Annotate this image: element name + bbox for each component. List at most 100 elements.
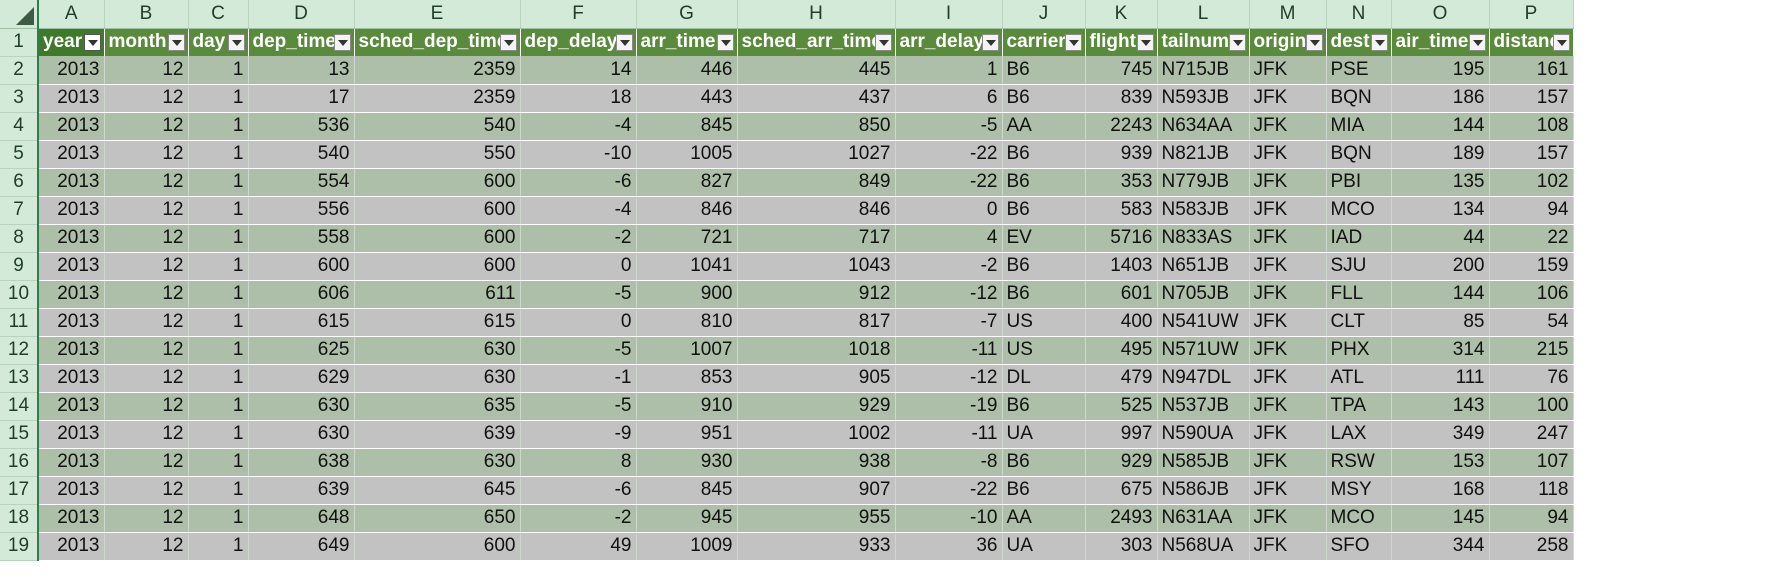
cell-sched-arr-time[interactable]: 717 (737, 224, 896, 253)
cell-dep-time[interactable]: 630 (248, 392, 355, 421)
cell-sched-arr-time[interactable]: 907 (737, 476, 896, 505)
cell-distance[interactable]: 22 (1489, 224, 1574, 253)
filter-dropdown-icon[interactable] (1370, 33, 1388, 51)
cell-carrier[interactable]: B6 (1002, 448, 1086, 477)
cell-sched-arr-time[interactable]: 1027 (737, 140, 896, 169)
cell-year[interactable]: 2013 (38, 196, 105, 225)
select-all-button[interactable] (0, 0, 39, 29)
filter-dropdown-icon[interactable] (1064, 33, 1082, 51)
cell-air-time[interactable]: 349 (1391, 420, 1490, 449)
cell-dep-delay[interactable]: 0 (520, 308, 637, 337)
field-header-distance[interactable]: distance (1489, 28, 1574, 56)
cell-distance[interactable]: 108 (1489, 112, 1574, 141)
cell-carrier[interactable]: B6 (1002, 196, 1086, 225)
cell-dep-time[interactable]: 606 (248, 280, 355, 309)
cell-dest[interactable]: MIA (1326, 112, 1392, 141)
cell-dep-delay[interactable]: -5 (520, 336, 637, 365)
field-header-sched-arr-time[interactable]: sched_arr_time (737, 28, 896, 56)
cell-tailnum[interactable]: N593JB (1157, 84, 1250, 113)
column-header-m[interactable]: M (1249, 0, 1327, 29)
cell-day[interactable]: 1 (188, 56, 249, 85)
cell-arr-delay[interactable]: -7 (895, 308, 1003, 337)
cell-sched-arr-time[interactable]: 955 (737, 504, 896, 533)
cell-air-time[interactable]: 111 (1391, 364, 1490, 393)
cell-origin[interactable]: JFK (1249, 392, 1327, 421)
cell-tailnum[interactable]: N568UA (1157, 532, 1250, 561)
field-header-dep-time[interactable]: dep_time (248, 28, 355, 56)
cell-carrier[interactable]: B6 (1002, 252, 1086, 281)
cell-flight[interactable]: 929 (1085, 448, 1158, 477)
cell-year[interactable]: 2013 (38, 252, 105, 281)
cell-tailnum[interactable]: N634AA (1157, 112, 1250, 141)
cell-sched-dep-time[interactable]: 600 (354, 252, 521, 281)
cell-arr-delay[interactable]: -8 (895, 448, 1003, 477)
cell-tailnum[interactable]: N821JB (1157, 140, 1250, 169)
cell-flight[interactable]: 583 (1085, 196, 1158, 225)
cell-dep-time[interactable]: 554 (248, 168, 355, 197)
cell-day[interactable]: 1 (188, 84, 249, 113)
cell-sched-arr-time[interactable]: 817 (737, 308, 896, 337)
cell-flight[interactable]: 2243 (1085, 112, 1158, 141)
cell-dest[interactable]: SFO (1326, 532, 1392, 561)
cell-dest[interactable]: BQN (1326, 84, 1392, 113)
cell-dep-delay[interactable]: 14 (520, 56, 637, 85)
cell-arr-time[interactable]: 1005 (636, 140, 738, 169)
cell-carrier[interactable]: B6 (1002, 84, 1086, 113)
filter-dropdown-icon[interactable] (499, 33, 517, 51)
cell-day[interactable]: 1 (188, 308, 249, 337)
cell-month[interactable]: 12 (104, 56, 189, 85)
cell-sched-dep-time[interactable]: 611 (354, 280, 521, 309)
cell-distance[interactable]: 159 (1489, 252, 1574, 281)
cell-origin[interactable]: JFK (1249, 364, 1327, 393)
column-header-f[interactable]: F (520, 0, 637, 29)
cell-dep-time[interactable]: 600 (248, 252, 355, 281)
cell-dest[interactable]: RSW (1326, 448, 1392, 477)
cell-dest[interactable]: MSY (1326, 476, 1392, 505)
cell-month[interactable]: 12 (104, 504, 189, 533)
cell-arr-delay[interactable]: -19 (895, 392, 1003, 421)
cell-dest[interactable]: FLL (1326, 280, 1392, 309)
field-header-year[interactable]: year (38, 28, 105, 56)
cell-year[interactable]: 2013 (38, 364, 105, 393)
cell-dep-delay[interactable]: 8 (520, 448, 637, 477)
cell-dep-delay[interactable]: 0 (520, 252, 637, 281)
cell-dep-time[interactable]: 558 (248, 224, 355, 253)
cell-day[interactable]: 1 (188, 476, 249, 505)
cell-air-time[interactable]: 134 (1391, 196, 1490, 225)
cell-dest[interactable]: LAX (1326, 420, 1392, 449)
cell-sched-dep-time[interactable]: 600 (354, 224, 521, 253)
row-header[interactable]: 3 (0, 84, 39, 113)
cell-distance[interactable]: 107 (1489, 448, 1574, 477)
cell-distance[interactable]: 215 (1489, 336, 1574, 365)
cell-air-time[interactable]: 144 (1391, 112, 1490, 141)
cell-distance[interactable]: 161 (1489, 56, 1574, 85)
row-header[interactable]: 2 (0, 56, 39, 85)
cell-sched-dep-time[interactable]: 630 (354, 448, 521, 477)
cell-tailnum[interactable]: N715JB (1157, 56, 1250, 85)
cell-flight[interactable]: 601 (1085, 280, 1158, 309)
cell-carrier[interactable]: B6 (1002, 168, 1086, 197)
cell-flight[interactable]: 495 (1085, 336, 1158, 365)
cell-year[interactable]: 2013 (38, 448, 105, 477)
cell-sched-arr-time[interactable]: 445 (737, 56, 896, 85)
cell-dep-time[interactable]: 13 (248, 56, 355, 85)
cell-distance[interactable]: 102 (1489, 168, 1574, 197)
cell-dep-time[interactable]: 630 (248, 420, 355, 449)
cell-dep-time[interactable]: 629 (248, 364, 355, 393)
column-header-j[interactable]: J (1002, 0, 1086, 29)
cell-dep-delay[interactable]: -6 (520, 476, 637, 505)
column-header-k[interactable]: K (1085, 0, 1158, 29)
cell-flight[interactable]: 525 (1085, 392, 1158, 421)
cell-flight[interactable]: 353 (1085, 168, 1158, 197)
cell-month[interactable]: 12 (104, 84, 189, 113)
cell-year[interactable]: 2013 (38, 504, 105, 533)
filter-dropdown-icon[interactable] (1228, 33, 1246, 51)
row-header[interactable]: 17 (0, 476, 39, 505)
filter-dropdown-icon[interactable] (167, 33, 185, 51)
row-header[interactable]: 4 (0, 112, 39, 141)
cell-air-time[interactable]: 314 (1391, 336, 1490, 365)
field-header-flight[interactable]: flight (1085, 28, 1158, 56)
field-header-arr-time[interactable]: arr_time (636, 28, 738, 56)
row-header[interactable]: 11 (0, 308, 39, 337)
cell-arr-delay[interactable]: -22 (895, 140, 1003, 169)
